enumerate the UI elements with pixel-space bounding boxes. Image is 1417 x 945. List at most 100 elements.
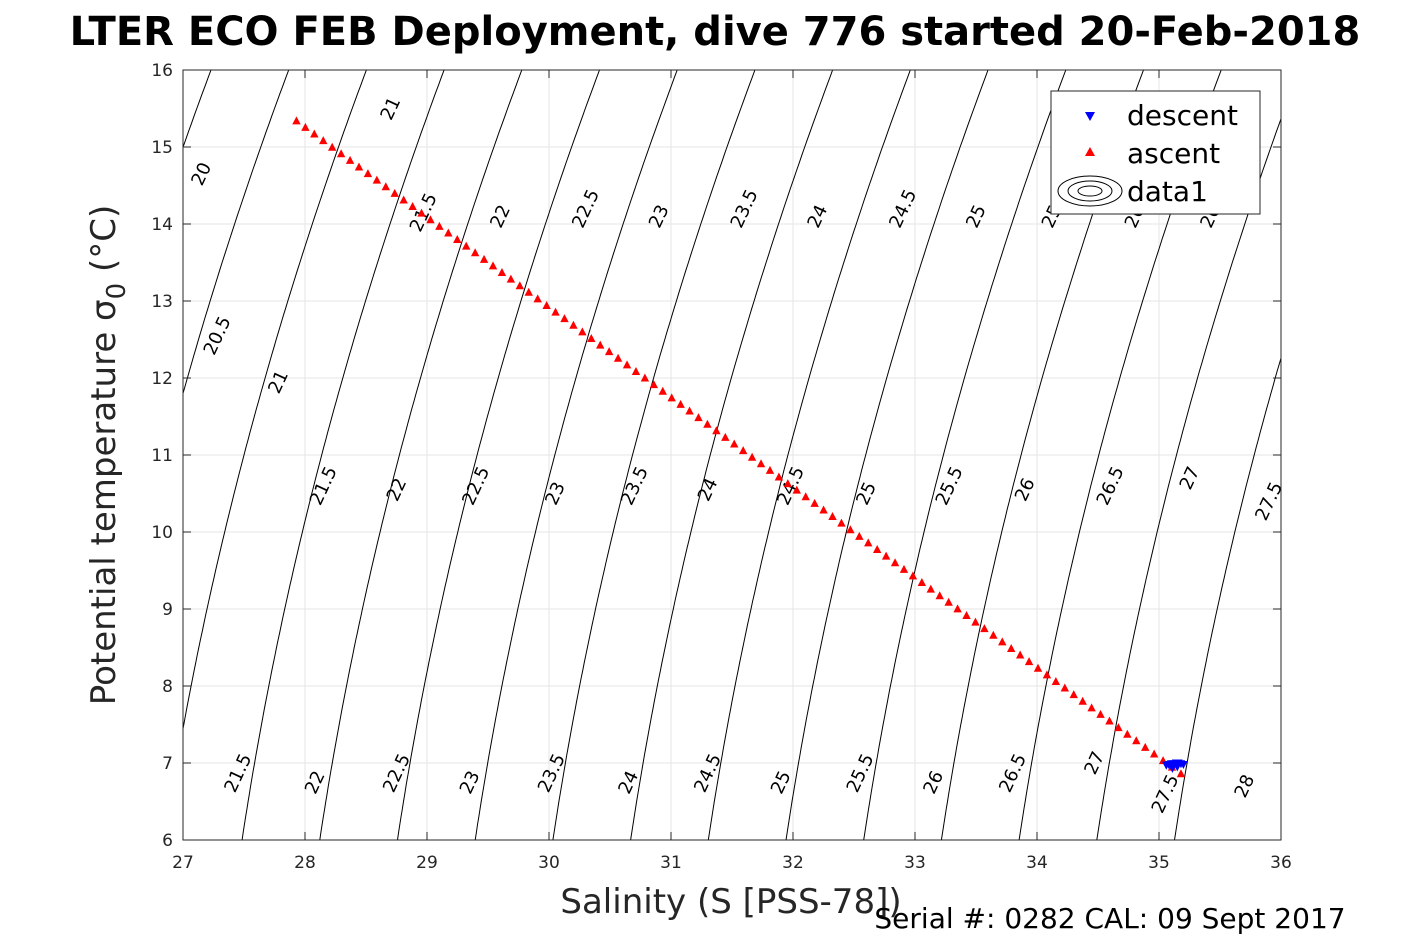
x-axis-ticks: 27 28 29 30 31 32 33 34 35 36 xyxy=(172,70,1292,873)
y-tick-label: 6 xyxy=(162,831,173,851)
y-tick-label: 16 xyxy=(151,61,173,81)
y-axis-label-main: Potential temperature σ xyxy=(84,299,124,705)
ascent-point xyxy=(667,393,676,402)
ascent-point xyxy=(792,485,801,494)
ascent-point xyxy=(363,169,373,178)
ascent-point xyxy=(1042,670,1052,679)
ascent-point xyxy=(855,531,864,540)
ascent-point xyxy=(1078,696,1087,705)
isopycnal-line xyxy=(474,70,678,840)
ascent-point xyxy=(533,294,542,303)
ascent-point xyxy=(998,637,1007,646)
ascent-point xyxy=(703,419,712,428)
ascent-point xyxy=(908,571,918,580)
isopycnal-line xyxy=(183,70,290,396)
ascent-point xyxy=(310,129,319,138)
isopycnal-line xyxy=(1096,117,1281,840)
ascent-point xyxy=(828,512,837,521)
isopycnal-line xyxy=(863,70,1067,840)
x-tick-label: 31 xyxy=(660,853,682,873)
y-tick-label: 13 xyxy=(151,292,173,312)
chart-title: LTER ECO FEB Deployment, dive 776 starte… xyxy=(70,9,1361,55)
ascent-point xyxy=(578,327,587,336)
descent-point xyxy=(1173,763,1182,772)
ascent-point xyxy=(738,446,748,455)
descent-series xyxy=(1162,759,1188,773)
x-tick-label: 32 xyxy=(782,853,804,873)
ascent-point xyxy=(1060,683,1070,692)
legend-data1-contour-icon xyxy=(1057,175,1123,207)
ascent-point xyxy=(765,465,775,474)
y-tick-label: 15 xyxy=(151,138,173,158)
ascent-point xyxy=(1015,650,1025,659)
ascent-point xyxy=(926,584,935,593)
ascent-point xyxy=(756,459,766,468)
ascent-point xyxy=(515,281,525,290)
ascent-point xyxy=(453,235,462,244)
ascent-point xyxy=(774,472,784,481)
y-axis-label: Potential temperature σ0 (°C) xyxy=(84,205,132,705)
ascent-point xyxy=(819,505,828,514)
ascent-point xyxy=(640,373,650,382)
ascent-point xyxy=(730,439,739,448)
ascent-point xyxy=(408,202,417,211)
ascent-point xyxy=(747,452,757,461)
ascent-point xyxy=(524,287,533,296)
ascent-point xyxy=(1123,729,1132,738)
ascent-point xyxy=(864,538,873,547)
isopycnal-line xyxy=(552,70,756,840)
x-tick-label: 27 xyxy=(172,853,194,873)
legend-descent-label: descent xyxy=(1127,99,1238,132)
ascent-point xyxy=(444,228,453,237)
x-tick-label: 33 xyxy=(904,853,926,873)
y-axis-label-unit: (°C) xyxy=(84,205,124,283)
ascent-point xyxy=(336,149,346,158)
ascent-point xyxy=(872,545,882,554)
ascent-point xyxy=(497,268,507,277)
ascent-point xyxy=(1105,716,1114,725)
y-tick-label: 8 xyxy=(162,677,173,697)
ascent-point xyxy=(426,215,435,224)
ascent-point xyxy=(319,136,328,145)
ascent-point xyxy=(989,630,998,639)
descent-point xyxy=(1179,761,1188,770)
ascent-point xyxy=(399,195,408,204)
y-axis-ticks: 6 7 8 9 10 11 12 13 14 15 16 xyxy=(151,61,1281,851)
legend-ascent-marker xyxy=(1085,147,1095,156)
x-axis-label: Salinity (S [PSS-78]) xyxy=(560,882,901,922)
ascent-point xyxy=(980,624,989,633)
ascent-point xyxy=(1149,749,1159,758)
isopycnal-line xyxy=(241,70,445,840)
ascent-point xyxy=(587,333,596,342)
ascent-point xyxy=(506,274,516,283)
isopycnal-line xyxy=(319,70,523,840)
legend: descent ascent data1 xyxy=(1050,90,1261,215)
legend-box xyxy=(1050,90,1261,215)
ascent-point xyxy=(649,380,659,389)
ascent-point xyxy=(944,597,953,606)
ascent-point xyxy=(694,413,703,422)
ascent-point xyxy=(560,314,569,323)
ascent-point xyxy=(327,142,337,151)
ascent-point xyxy=(479,254,489,263)
ascent-point xyxy=(783,479,793,488)
x-tick-label: 34 xyxy=(1026,853,1048,873)
ascent-series xyxy=(292,116,1186,778)
y-tick-label: 14 xyxy=(151,215,173,235)
ascent-point xyxy=(810,498,819,507)
ascent-point xyxy=(462,241,471,250)
ascent-point xyxy=(596,340,605,349)
x-tick-label: 30 xyxy=(538,853,560,873)
isopycnal-line xyxy=(1173,356,1281,840)
ascent-point xyxy=(381,182,391,191)
descent-point xyxy=(1168,764,1177,773)
ascent-point xyxy=(1007,643,1016,652)
ascent-point xyxy=(1024,657,1034,666)
ascent-point xyxy=(1114,723,1123,732)
ascent-point xyxy=(1051,676,1061,685)
ascent-point xyxy=(613,353,623,362)
ascent-point xyxy=(676,399,685,408)
ascent-point xyxy=(935,591,944,600)
y-tick-label: 11 xyxy=(151,446,173,466)
grid xyxy=(182,69,1282,841)
